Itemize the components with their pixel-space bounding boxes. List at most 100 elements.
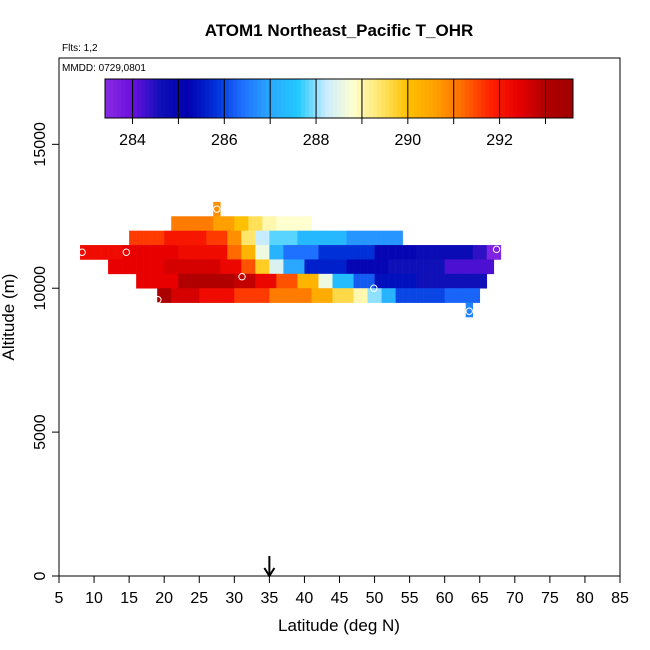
heatmap-cell: [206, 288, 214, 303]
colorbar-swatch: [317, 79, 322, 118]
heatmap-cell: [192, 259, 200, 275]
x-tick-label: 75: [541, 590, 559, 607]
heatmap-cell: [416, 245, 424, 260]
colorbar-swatch: [517, 79, 522, 118]
colorbar-tick-label: 284: [119, 132, 146, 149]
heatmap-cell: [339, 259, 347, 275]
colorbar-swatch: [165, 79, 170, 118]
heatmap-cell: [374, 230, 382, 246]
heatmap-cell: [283, 245, 291, 260]
colorbar-swatch: [505, 79, 510, 118]
heatmap-cell: [227, 259, 235, 275]
heatmap-cell: [451, 288, 460, 303]
colorbar-swatch: [181, 79, 186, 118]
heatmap-cell: [262, 230, 270, 246]
heatmap-cell: [318, 259, 326, 275]
heatmap-cell: [80, 245, 88, 260]
colorbar-swatch: [489, 79, 494, 118]
colorbar-swatch: [553, 79, 558, 118]
heatmap-cell: [304, 216, 312, 231]
heatmap-cell: [416, 273, 424, 289]
heatmap-cell: [325, 245, 333, 260]
heatmap-cell: [255, 259, 263, 275]
colorbar-swatch: [213, 79, 218, 118]
heatmap-cell: [458, 245, 467, 260]
colorbar-swatch: [401, 79, 406, 118]
heatmap-cell: [381, 230, 389, 246]
heatmap-cell: [276, 288, 284, 303]
heatmap-cell: [255, 245, 263, 260]
heatmap-cell: [269, 259, 277, 275]
heatmap-cell: [304, 230, 312, 246]
colorbar-swatch: [569, 79, 574, 118]
heatmap-cell: [311, 273, 319, 289]
heatmap-cell: [472, 288, 481, 303]
heatmap-cell: [241, 245, 249, 260]
colorbar-swatch: [249, 79, 254, 118]
heatmap-cell: [136, 245, 144, 260]
x-tick-label: 40: [296, 590, 314, 607]
heatmap-cell: [297, 216, 305, 231]
heatmap-cell: [402, 273, 410, 289]
heatmap-cell: [283, 216, 291, 231]
colorbar-swatch: [397, 79, 402, 118]
heatmap-cell: [171, 230, 179, 246]
heatmap-cell: [304, 259, 312, 275]
heatmap-cell: [304, 288, 312, 303]
heatmap-cell: [353, 230, 361, 246]
colorbar-swatch: [337, 79, 342, 118]
x-tick-label: 15: [120, 590, 138, 607]
colorbar-swatch: [549, 79, 554, 118]
heatmap-cell: [367, 288, 375, 303]
heatmap-cell: [178, 245, 186, 260]
heatmap-cell: [115, 259, 123, 275]
heatmap-cell: [248, 273, 256, 289]
heatmap-cell: [248, 230, 256, 246]
heatmap-cell: [395, 288, 403, 303]
heatmap-cell: [276, 216, 284, 231]
heatmap-cell: [388, 288, 396, 303]
colorbar-swatch: [285, 79, 290, 118]
heatmap-cell: [346, 230, 354, 246]
heatmap-cell: [213, 259, 221, 275]
colorbar-swatch: [501, 79, 506, 118]
heatmap-cell: [101, 245, 109, 260]
heatmap-cell: [227, 245, 235, 260]
colorbar-swatch: [125, 79, 130, 118]
heatmap-cell: [150, 259, 158, 275]
colorbar-swatch: [237, 79, 242, 118]
heatmap-cell: [409, 273, 417, 289]
heatmap-cell: [290, 245, 298, 260]
colorbar-swatch: [109, 79, 114, 118]
colorbar-swatch: [189, 79, 194, 118]
heatmap-cell: [157, 245, 165, 260]
heatmap-cell: [213, 201, 221, 217]
colorbar-swatch: [305, 79, 310, 118]
heatmap-cell: [255, 273, 263, 289]
colorbar-swatch: [425, 79, 430, 118]
colorbar-swatch: [413, 79, 418, 118]
heatmap-cell: [374, 245, 382, 260]
x-tick-label: 20: [155, 590, 173, 607]
colorbar-swatch: [293, 79, 298, 118]
heatmap-cell: [199, 245, 207, 260]
heatmap-cell: [374, 259, 382, 275]
heatmap-cell: [367, 230, 375, 246]
colorbar-swatch: [269, 79, 274, 118]
heatmap-cell: [451, 259, 460, 275]
colorbar-swatch: [129, 79, 134, 118]
heatmap-cell: [150, 245, 158, 260]
heatmap-cell: [290, 230, 298, 246]
heatmap-cell: [185, 273, 193, 289]
heatmap-cells: [80, 201, 502, 318]
colorbar-swatch: [545, 79, 550, 118]
heatmap-cell: [136, 273, 144, 289]
heatmap-cell: [178, 273, 186, 289]
heatmap-cell: [220, 230, 228, 246]
heatmap-cell: [192, 273, 200, 289]
heatmap-cell: [409, 288, 417, 303]
colorbar-swatch: [417, 79, 422, 118]
heatmap-cell: [185, 245, 193, 260]
heatmap-cell: [402, 259, 410, 275]
heatmap-cell: [458, 259, 467, 275]
